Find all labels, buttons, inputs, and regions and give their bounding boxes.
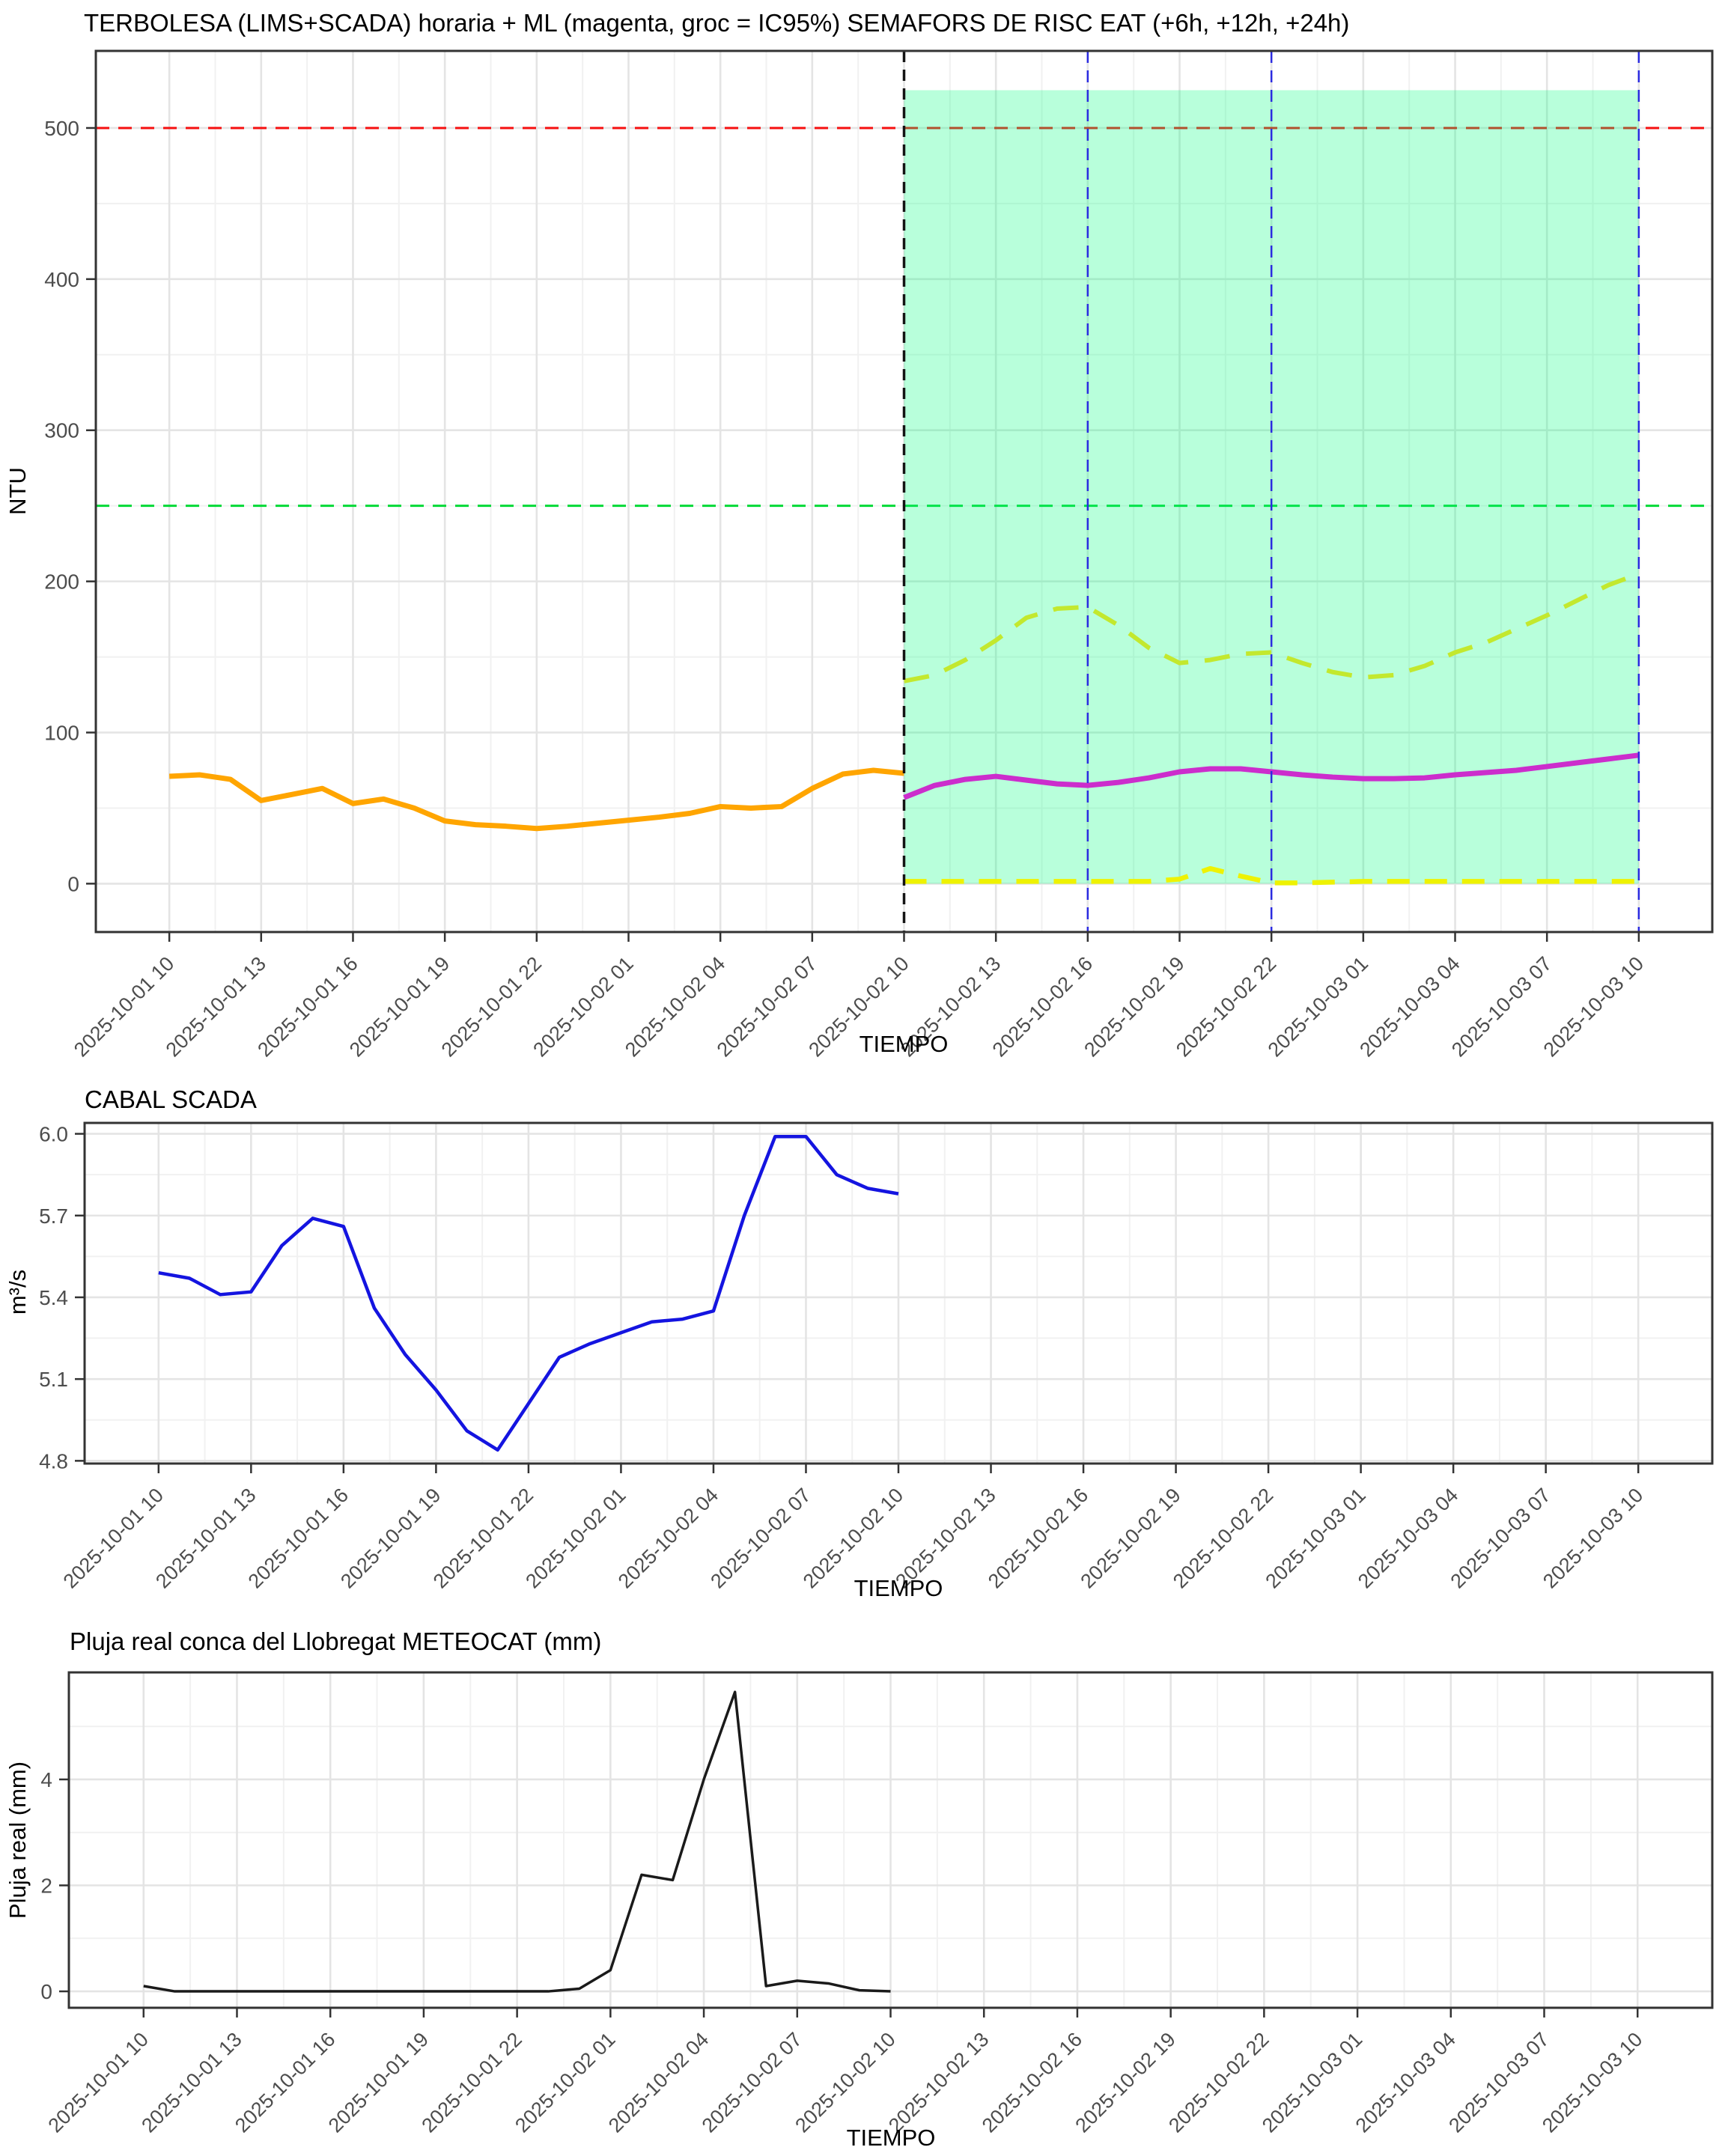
y-tick-label: 2 [40,1875,52,1898]
x-tick-label: 2025-10-03 07 [1444,2028,1553,2137]
y-tick-label: 0 [67,872,79,895]
y-tick-label: 5.7 [39,1205,68,1228]
chart-title: Pluja real conca del Llobregat METEOCAT … [70,1627,601,1655]
series-ic95-inferior-groc [904,865,1639,886]
y-tick-label: 5.4 [39,1286,68,1309]
y-axis-title: NTU [4,467,31,515]
x-tick-label: 2025-10-03 04 [1351,2028,1460,2137]
series-ic95-superior-groc [903,571,1640,683]
y-axis-title: m³/s [4,1270,31,1315]
y-tick-label: 4.8 [39,1449,68,1473]
x-tick-label: 2025-10-02 22 [1164,2028,1273,2137]
x-axis-title: TIEMPO [860,1031,949,1057]
gridlines-major [69,1672,1712,2008]
x-tick-label: 2025-10-01 10 [44,2028,153,2137]
axis-ticks [59,1778,1639,2018]
y-tick-label: 200 [44,570,79,594]
series-cabal-scada [158,1134,899,1452]
y-tick-label: 100 [44,722,79,745]
x-tick-label: 2025-10-02 07 [698,2028,806,2137]
x-tick-label: 2025-10-01 13 [137,2028,246,2137]
y-axis-title: Pluja real (mm) [4,1761,31,1919]
x-axis-title: TIEMPO [847,2125,936,2151]
y-tick-labels: 0 100 200 300 400 500 [44,117,79,895]
x-tick-label: 2025-10-02 16 [978,2028,1086,2137]
x-tick-label: 2025-10-02 19 [1071,2028,1179,2137]
x-tick-label: 2025-10-03 10 [1538,2028,1646,2137]
axis-ticks [75,1133,1640,1473]
x-tick-label: 2025-10-02 13 [884,2028,993,2137]
y-tick-label: 0 [40,1980,52,2003]
y-tick-label: 300 [44,419,79,442]
series-pluja-real [143,1690,891,1993]
chart-title: CABAL SCADA [85,1085,257,1113]
y-tick-label: 500 [44,117,79,140]
series-terbolesa-observada [168,767,904,832]
y-tick-label: 5.1 [39,1368,68,1391]
x-tick-label: 2025-10-01 19 [324,2028,433,2137]
x-axis-title: TIEMPO [854,1575,943,1601]
x-tick-label: 2025-10-02 04 [604,2028,713,2137]
chart-title: TERBOLESA (LIMS+SCADA) horaria + ML (mag… [84,9,1349,37]
x-tick-label: 2025-10-01 22 [417,2028,526,2137]
y-tick-label: 4 [40,1768,52,1791]
x-tick-label: 2025-10-01 16 [231,2028,339,2137]
x-tick-label: 2025-10-02 10 [791,2028,899,2137]
x-tick-label: 2025-10-03 01 [1258,2028,1366,2137]
x-tick-label: 2025-10-02 01 [511,2028,619,2137]
x-tick-label: 2025-10-03 10 [1539,1484,1647,1592]
y-tick-label: 400 [44,268,79,291]
axis-ticks [86,127,1640,942]
y-tick-labels: 4.8 5.1 5.4 5.7 6.0 [39,1123,68,1473]
y-tick-labels: 0 2 4 [40,1768,52,2003]
y-tick-label: 6.0 [39,1123,68,1146]
